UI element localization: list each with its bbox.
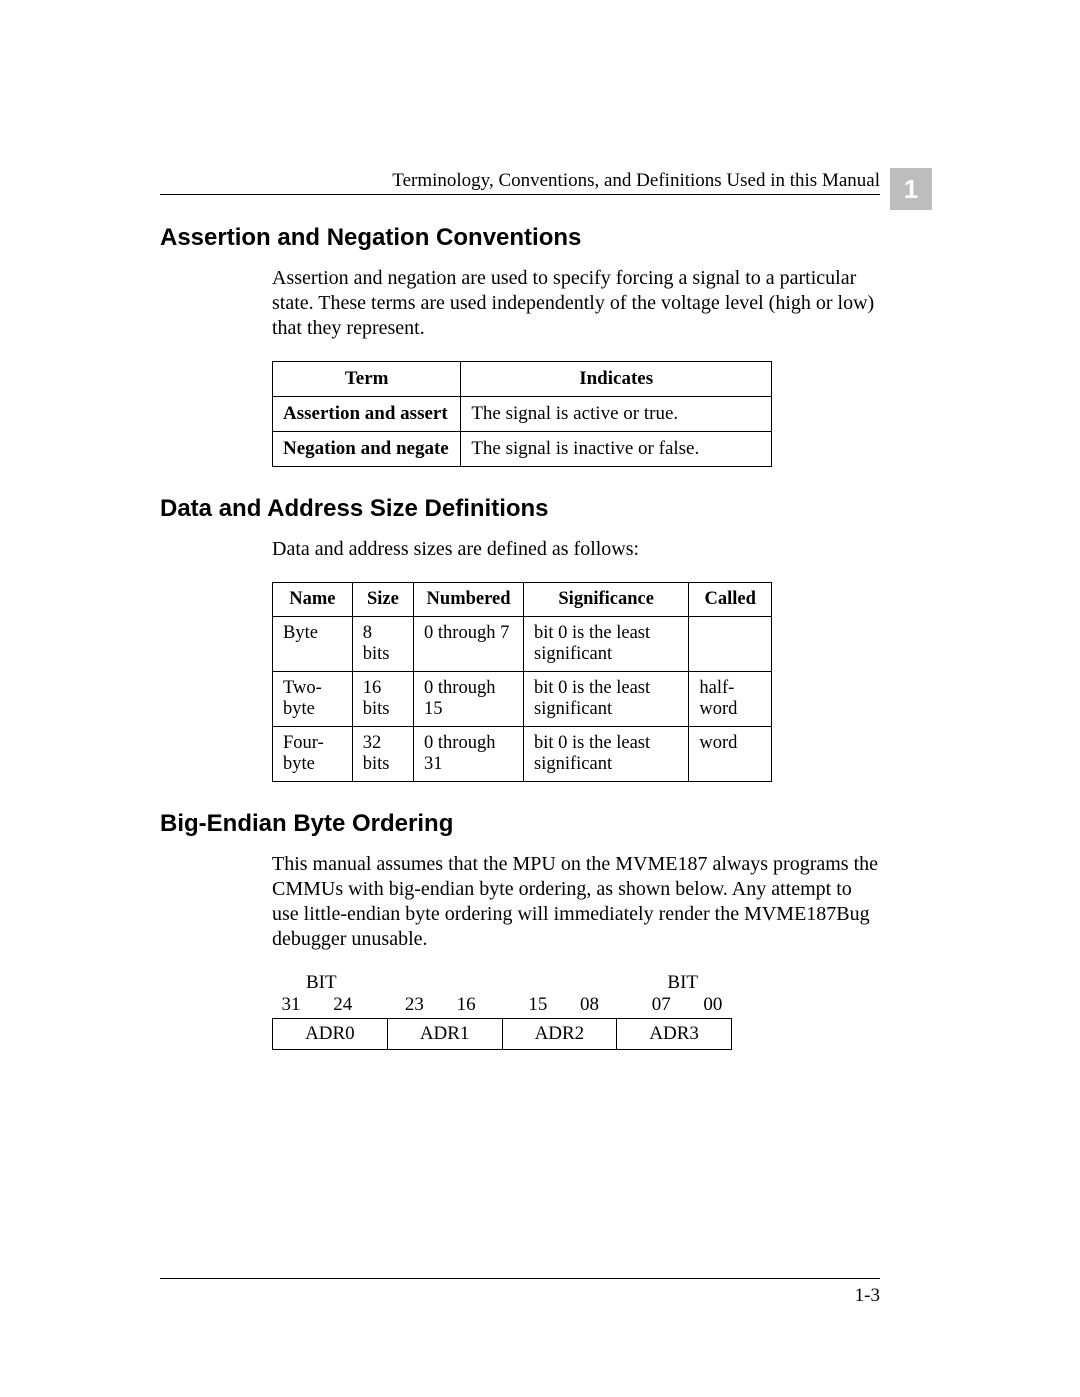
table-row: Byte 8 bits 0 through 7 bit 0 is the lea… <box>273 617 772 672</box>
table-datasize: Name Size Numbered Significance Called B… <box>272 582 772 782</box>
bit-label-left: BIT <box>306 972 337 994</box>
table-assertion: Term Indicates Assertion and assert The … <box>272 361 772 467</box>
table-cell: 8 bits <box>352 617 413 672</box>
table-cell-term: Assertion and assert <box>273 397 461 432</box>
content-area: Assertion and Negation Conventions Asser… <box>160 224 880 1078</box>
table-header: Significance <box>524 583 689 617</box>
bit-number: 00 <box>698 994 728 1016</box>
chapter-tab: 1 <box>890 168 932 210</box>
table-row: Two-byte 16 bits 0 through 15 bit 0 is t… <box>273 672 772 727</box>
table-cell: The signal is active or true. <box>461 397 772 432</box>
table-cell: The signal is inactive or false. <box>461 432 772 467</box>
bit-number: 08 <box>575 994 605 1016</box>
section-endian: Big-Endian Byte Ordering This manual ass… <box>160 810 880 1050</box>
endian-diagram: BIT BIT 31 24 23 16 15 08 07 00 ADR0 ADR… <box>272 972 732 1050</box>
table-header: Size <box>352 583 413 617</box>
bit-number: 15 <box>523 994 553 1016</box>
section-datasize: Data and Address Size Definitions Data a… <box>160 495 880 782</box>
table-cell: 0 through 15 <box>414 672 524 727</box>
paragraph-datasize: Data and address sizes are defined as fo… <box>272 537 880 562</box>
table-cell: Two-byte <box>273 672 353 727</box>
adr-cell: ADR1 <box>388 1018 503 1050</box>
table-cell: 0 through 7 <box>414 617 524 672</box>
table-row: Assertion and assert The signal is activ… <box>273 397 772 432</box>
table-cell: 0 through 31 <box>414 727 524 782</box>
table-row: Four-byte 32 bits 0 through 31 bit 0 is … <box>273 727 772 782</box>
bit-number: 07 <box>646 994 676 1016</box>
adr-cell: ADR3 <box>617 1018 732 1050</box>
table-header: Name <box>273 583 353 617</box>
page-number: 1-3 <box>855 1285 880 1307</box>
header-rule <box>160 194 880 195</box>
table-cell <box>689 617 772 672</box>
table-header: Called <box>689 583 772 617</box>
table-cell: half-word <box>689 672 772 727</box>
table-header: Indicates <box>461 362 772 397</box>
table-row: Negation and negate The signal is inacti… <box>273 432 772 467</box>
running-head: Terminology, Conventions, and Definition… <box>160 170 880 192</box>
paragraph-assertion: Assertion and negation are used to speci… <box>272 266 880 341</box>
bit-number: 24 <box>328 994 358 1016</box>
table-cell: bit 0 is the least significant <box>524 672 689 727</box>
bit-number: 16 <box>451 994 481 1016</box>
section-assertion: Assertion and Negation Conventions Asser… <box>160 224 880 467</box>
heading-assertion: Assertion and Negation Conventions <box>160 224 880 252</box>
table-cell: Four-byte <box>273 727 353 782</box>
bit-number: 23 <box>399 994 429 1016</box>
table-cell: 32 bits <box>352 727 413 782</box>
adr-cell: ADR2 <box>503 1018 618 1050</box>
table-cell-term: Negation and negate <box>273 432 461 467</box>
table-cell: bit 0 is the least significant <box>524 727 689 782</box>
footer-rule <box>160 1278 880 1279</box>
adr-cell: ADR0 <box>272 1018 388 1050</box>
bit-number: 31 <box>276 994 306 1016</box>
bit-label-right: BIT <box>667 972 698 994</box>
table-cell: Byte <box>273 617 353 672</box>
paragraph-endian: This manual assumes that the MPU on the … <box>272 852 880 952</box>
heading-datasize: Data and Address Size Definitions <box>160 495 880 523</box>
table-cell: 16 bits <box>352 672 413 727</box>
table-header: Numbered <box>414 583 524 617</box>
table-cell: bit 0 is the least significant <box>524 617 689 672</box>
table-header: Term <box>273 362 461 397</box>
table-cell: word <box>689 727 772 782</box>
heading-endian: Big-Endian Byte Ordering <box>160 810 880 838</box>
